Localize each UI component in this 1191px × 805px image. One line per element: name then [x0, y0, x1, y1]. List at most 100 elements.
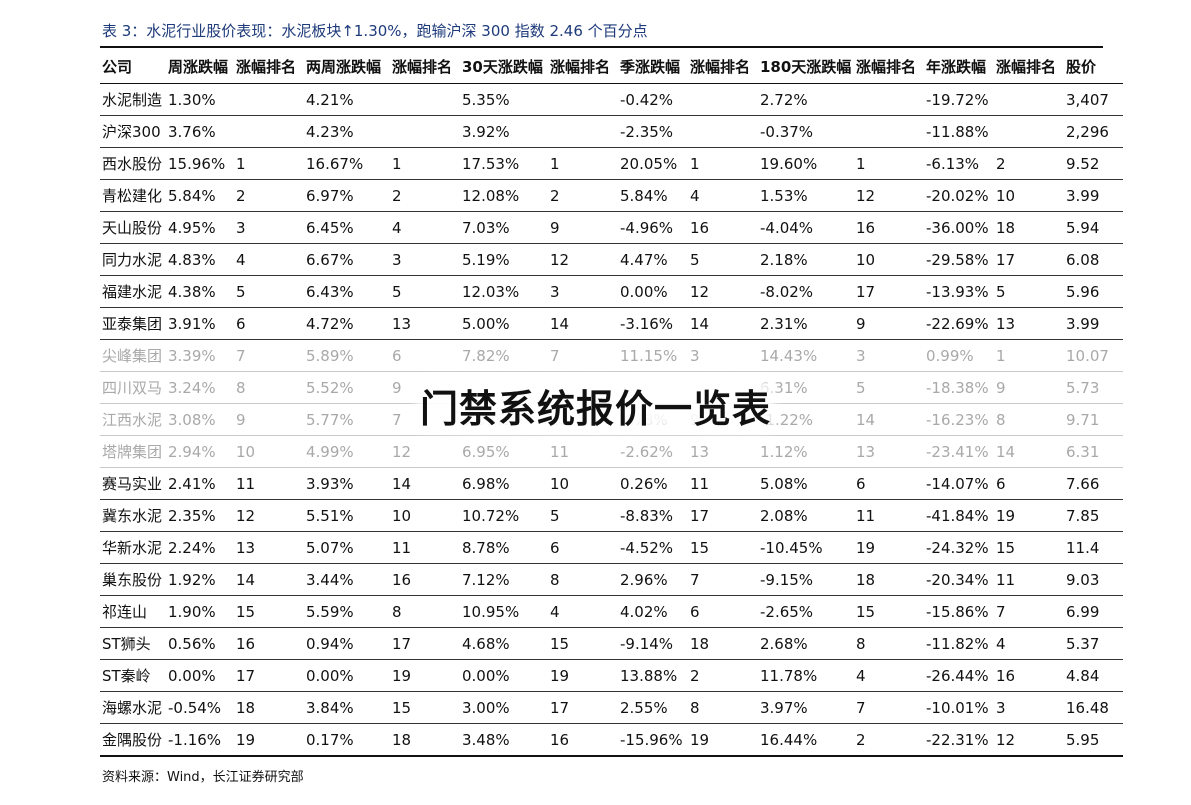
- table-cell: 13: [390, 307, 460, 340]
- table-cell: 2,296: [1064, 115, 1123, 148]
- table-cell: 10: [994, 179, 1064, 212]
- table-cell: 1: [390, 147, 460, 180]
- table-cell: 5.84%: [618, 179, 688, 212]
- table-cell: 2: [390, 179, 460, 212]
- table-cell: -10.45%: [758, 531, 854, 564]
- table-cell: 13.88%: [618, 659, 688, 692]
- table-cell: -11.88%: [924, 115, 994, 148]
- table-cell: 15: [390, 691, 460, 724]
- table-cell: 2.35%: [166, 499, 234, 532]
- table-cell: [234, 115, 304, 148]
- table-cell: -9.15%: [758, 563, 854, 596]
- table-cell: 13: [994, 307, 1064, 340]
- table-cell: -23.41%: [924, 435, 994, 468]
- table-cell: 19: [234, 723, 304, 757]
- table-cell: [854, 83, 924, 116]
- table-cell: 9: [548, 211, 618, 244]
- table-cell: 10.95%: [460, 595, 548, 628]
- table-cell: 5: [994, 275, 1064, 308]
- table-cell: 1: [688, 147, 758, 180]
- table-cell: 3.39%: [166, 339, 234, 372]
- table-cell: 11: [688, 467, 758, 500]
- table-cell: 7.12%: [460, 563, 548, 596]
- table-cell: [234, 83, 304, 116]
- table-cell: -19.72%: [924, 83, 994, 116]
- table-cell: -2.35%: [618, 115, 688, 148]
- column-header: 股价: [1064, 49, 1123, 84]
- table-cell: -4.52%: [618, 531, 688, 564]
- table-cell: 17: [854, 275, 924, 308]
- table-cell: 7.66: [1064, 467, 1123, 500]
- table-cell: 8: [548, 563, 618, 596]
- table-cell: 1.90%: [166, 595, 234, 628]
- table-cell: 19: [390, 659, 460, 692]
- table-cell: -24.32%: [924, 531, 994, 564]
- table-cell: 8.78%: [460, 531, 548, 564]
- company-name-cell: 天山股份: [100, 211, 166, 244]
- table-row: 尖峰集团 3.39% 7 5.89% 6 7.82% 7 11.15% 3 14.43% 3 0.99…: [100, 339, 1123, 372]
- table-cell: [688, 115, 758, 148]
- table-row: 水泥制造 1.30% 4.21% 5.35% -0.42% 2.72% -19.72% 3,4…: [100, 83, 1123, 116]
- table-cell: 6.43%: [304, 275, 390, 308]
- table-cell: 2.41%: [166, 467, 234, 500]
- table-row: 天山股份 4.95% 3 6.45% 4 7.03% 9 -4.96% 16 -4.04% 16 -3…: [100, 211, 1123, 244]
- table-cell: 12: [548, 243, 618, 276]
- table-cell: 17.53%: [460, 147, 548, 180]
- company-name-cell: 赛马实业: [100, 467, 166, 500]
- table-cell: 11: [548, 435, 618, 468]
- table-cell: 0.00%: [304, 659, 390, 692]
- table-cell: 7.85: [1064, 499, 1123, 532]
- table-cell: -26.44%: [924, 659, 994, 692]
- table-row: 福建水泥 4.38% 5 6.43% 5 12.03% 3 0.00% 12 -8.02% 17 -1…: [100, 275, 1123, 308]
- table-cell: 4: [854, 659, 924, 692]
- table-row: 青松建化 5.84% 2 6.97% 2 12.08% 2 5.84% 4 1.53% 12 -20.…: [100, 179, 1123, 212]
- table-cell: 15: [854, 595, 924, 628]
- table-cell: 5.51%: [304, 499, 390, 532]
- table-cell: -11.82%: [924, 627, 994, 660]
- table-cell: 18: [390, 723, 460, 757]
- table-cell: 6.99: [1064, 595, 1123, 628]
- company-name-cell: 西水股份: [100, 147, 166, 180]
- table-cell: 4.68%: [460, 627, 548, 660]
- table-cell: -2.65%: [758, 595, 854, 628]
- table-cell: 13: [688, 435, 758, 468]
- table-cell: 6.08: [1064, 243, 1123, 276]
- table-cell: 6.67%: [304, 243, 390, 276]
- table-cell: 8: [688, 691, 758, 724]
- table-cell: 6: [688, 595, 758, 628]
- table-cell: -41.84%: [924, 499, 994, 532]
- table-cell: 1: [234, 147, 304, 180]
- table-cell: 5.59%: [304, 595, 390, 628]
- table-cell: 4: [390, 211, 460, 244]
- table-cell: 17: [688, 499, 758, 532]
- table-cell: 2.94%: [166, 435, 234, 468]
- table-row: 沪深300 3.76% 4.23% 3.92% -2.35% -0.37% -11.88% 2…: [100, 115, 1123, 148]
- table-cell: 2.18%: [758, 243, 854, 276]
- company-name-cell: 祁连山: [100, 595, 166, 628]
- table-cell: 3.91%: [166, 307, 234, 340]
- company-name-cell: 尖峰集团: [100, 339, 166, 372]
- table-cell: 5.84%: [166, 179, 234, 212]
- table-cell: 4.23%: [304, 115, 390, 148]
- table-cell: 1.30%: [166, 83, 234, 116]
- table-cell: -13.93%: [924, 275, 994, 308]
- table-cell: 11.4: [1064, 531, 1123, 564]
- table-row: 塔牌集团 2.94% 10 4.99% 12 6.95% 11 -2.62% 13 1.12% 13…: [100, 435, 1123, 468]
- table-cell: 6.97%: [304, 179, 390, 212]
- table-cell: 5.89%: [304, 339, 390, 372]
- table-cell: 7: [548, 339, 618, 372]
- stock-performance-table: 公司 周涨跌幅 涨幅排名 两周涨跌幅 涨幅排名 30天涨跌幅 涨幅排名 季涨跌幅 涨幅排名 180…: [100, 49, 1123, 757]
- table-cell: -1.22%: [758, 403, 854, 436]
- table-cell: 16: [234, 627, 304, 660]
- table-cell: 12.08%: [460, 179, 548, 212]
- table-cell: 3: [234, 211, 304, 244]
- table-cell: 7.03%: [460, 211, 548, 244]
- table-header-row: 公司 周涨跌幅 涨幅排名 两周涨跌幅 涨幅排名 30天涨跌幅 涨幅排名 季涨跌幅 涨幅排名 180…: [100, 49, 1123, 84]
- company-name-cell: 沪深300: [100, 115, 166, 148]
- table-cell: -29.58%: [924, 243, 994, 276]
- table-cell: 19: [994, 499, 1064, 532]
- company-name-cell: ST狮头: [100, 627, 166, 660]
- table-cell: 16.44%: [758, 723, 854, 757]
- table-cell: 1: [548, 147, 618, 180]
- column-header: 涨幅排名: [548, 49, 618, 84]
